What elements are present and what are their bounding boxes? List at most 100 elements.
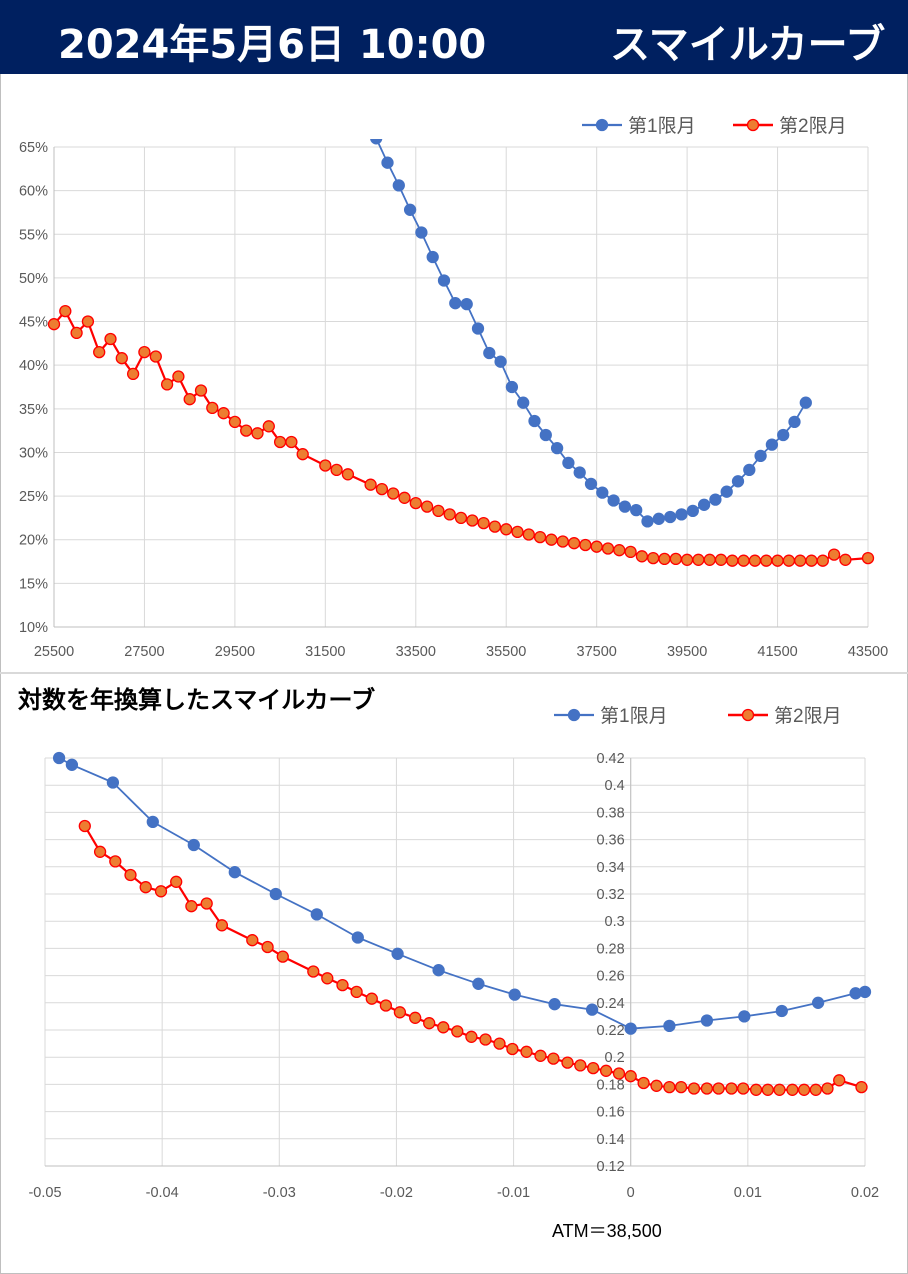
- c1-series-2-point: [669, 552, 682, 566]
- c2-x-tick-label: -0.02: [380, 1185, 413, 1201]
- c1-series-2-point: [647, 551, 660, 565]
- c2-y-tick-label: 0.32: [596, 887, 624, 903]
- c1-y-tick-label: 50%: [19, 271, 48, 287]
- c2-series-2-point: [534, 1049, 547, 1062]
- c2-series-1-point: [858, 985, 872, 999]
- header-title: スマイルカーブ: [610, 22, 886, 68]
- c1-series-1-point: [709, 493, 722, 506]
- c1-series-2-point: [420, 500, 434, 513]
- c1-series-2-point: [217, 407, 230, 420]
- c1-series-2-point: [714, 553, 728, 566]
- c1-series-2-point: [500, 523, 513, 536]
- c1-series-1-point: [449, 297, 462, 310]
- c1-y-tick-label: 40%: [19, 358, 48, 374]
- c1-series-2-point: [138, 345, 151, 359]
- c1-series-2-point: [816, 554, 829, 567]
- c1-series-1-point: [743, 463, 756, 477]
- c1-series-1-point: [505, 380, 519, 394]
- c1-series-2-point: [748, 554, 762, 567]
- c1-series-2-point: [443, 508, 456, 521]
- c2-series-2-point: [561, 1056, 574, 1069]
- c1-series-1-point: [765, 438, 779, 451]
- c1-x-tick-label: 25500: [34, 644, 74, 660]
- c2-series-2-point: [587, 1061, 600, 1075]
- c2-y-tick-label: 0.3: [605, 914, 625, 930]
- c1-series-1-point: [754, 449, 767, 463]
- c2-series-1-point: [663, 1019, 676, 1033]
- c2-series-2-point: [437, 1021, 450, 1034]
- c2-x-tick-label: -0.05: [28, 1185, 61, 1201]
- c1-series-1-point: [483, 346, 496, 360]
- c2-legend-label: 第2限月: [774, 705, 842, 727]
- c1-series-1-point: [550, 441, 564, 455]
- c1-series-1-point: [494, 355, 507, 368]
- c1-series-2-point: [149, 350, 162, 363]
- c1-series-2-point: [319, 459, 332, 472]
- c2-series-1-point: [228, 866, 241, 879]
- c1-series-1-point: [675, 508, 688, 521]
- c1-series-2-point: [70, 326, 83, 340]
- c1-series-2-point: [206, 401, 219, 415]
- c2-series-2-point: [612, 1067, 626, 1080]
- c2-series-2-point: [365, 992, 378, 1005]
- c2-legend-swatch-marker: [567, 708, 581, 722]
- atm-label: ATM＝38,500: [552, 1221, 662, 1241]
- c1-series-2-point: [341, 468, 355, 481]
- c2-series-1-point: [738, 1010, 751, 1023]
- c2-series-2-point: [350, 985, 363, 999]
- c2-series-2-point: [215, 919, 229, 932]
- c1-series-2-point: [658, 552, 671, 566]
- c2-series-2-point: [379, 999, 393, 1012]
- c1-legend-label: 第2限月: [779, 115, 847, 137]
- c1-series-2-point: [794, 554, 807, 567]
- c1-series-2-point: [59, 304, 72, 318]
- c1-series-1-point: [664, 510, 677, 524]
- c1-series-2-point: [827, 548, 841, 561]
- c2-series-2-point: [637, 1076, 650, 1090]
- c2-series-1-point: [187, 838, 200, 852]
- c1-series-2-point: [432, 504, 445, 518]
- c2-y-tick-label: 0.38: [596, 805, 624, 821]
- c2-series-1-point: [775, 1004, 788, 1018]
- c1-x-tick-label: 41500: [757, 644, 797, 660]
- c2-series-1-point: [65, 758, 79, 771]
- c1-series-1-point: [370, 139, 383, 145]
- c2-series-2-point: [479, 1033, 492, 1046]
- c1-series-2-point: [454, 511, 468, 525]
- c1-series-2-point: [567, 537, 581, 550]
- chart-divider: [0, 672, 908, 674]
- c1-series-1-point: [697, 498, 711, 511]
- c2-series-2-point: [761, 1083, 774, 1096]
- c1-series-2-point: [387, 487, 400, 500]
- c2-series-2-point: [276, 950, 289, 963]
- c1-series-2-point: [115, 352, 128, 365]
- c1-series-2-point: [262, 420, 275, 433]
- c1-series-2-point: [771, 554, 784, 567]
- c1-series-2-point: [726, 554, 739, 567]
- c2-series-2-point: [700, 1082, 714, 1095]
- c1-series-2-point: [782, 554, 796, 567]
- c1-series-2-point: [375, 482, 389, 496]
- c2-series-2-point: [139, 881, 152, 894]
- c2-x-tick-label: -0.04: [146, 1185, 179, 1201]
- c2-series-2-point: [821, 1082, 834, 1095]
- c2-series-1-point: [585, 1003, 599, 1016]
- c1-series-1-point: [517, 396, 530, 409]
- c1-series-1-point: [731, 475, 745, 488]
- c2-series-2-point: [200, 897, 213, 910]
- c2-series-2-point: [520, 1045, 533, 1058]
- c1-y-tick-label: 10%: [19, 620, 48, 636]
- c1-y-tick-label: 65%: [19, 140, 48, 156]
- c1-series-1-point: [460, 297, 473, 311]
- c2-series-1-point: [391, 947, 404, 960]
- c2-series-2-point: [547, 1052, 560, 1065]
- c2-series-2-point: [725, 1082, 738, 1095]
- c1-series-1-point: [596, 486, 609, 499]
- c1-x-tick-label: 31500: [305, 644, 345, 660]
- c2-series-1-point: [700, 1014, 714, 1027]
- c1-series-2-point: [613, 544, 626, 557]
- c2-series-1-point: [351, 931, 364, 944]
- c1-series-2-point: [545, 533, 558, 546]
- c1-series-2-point: [680, 553, 694, 566]
- c1-series-2-point: [511, 525, 524, 539]
